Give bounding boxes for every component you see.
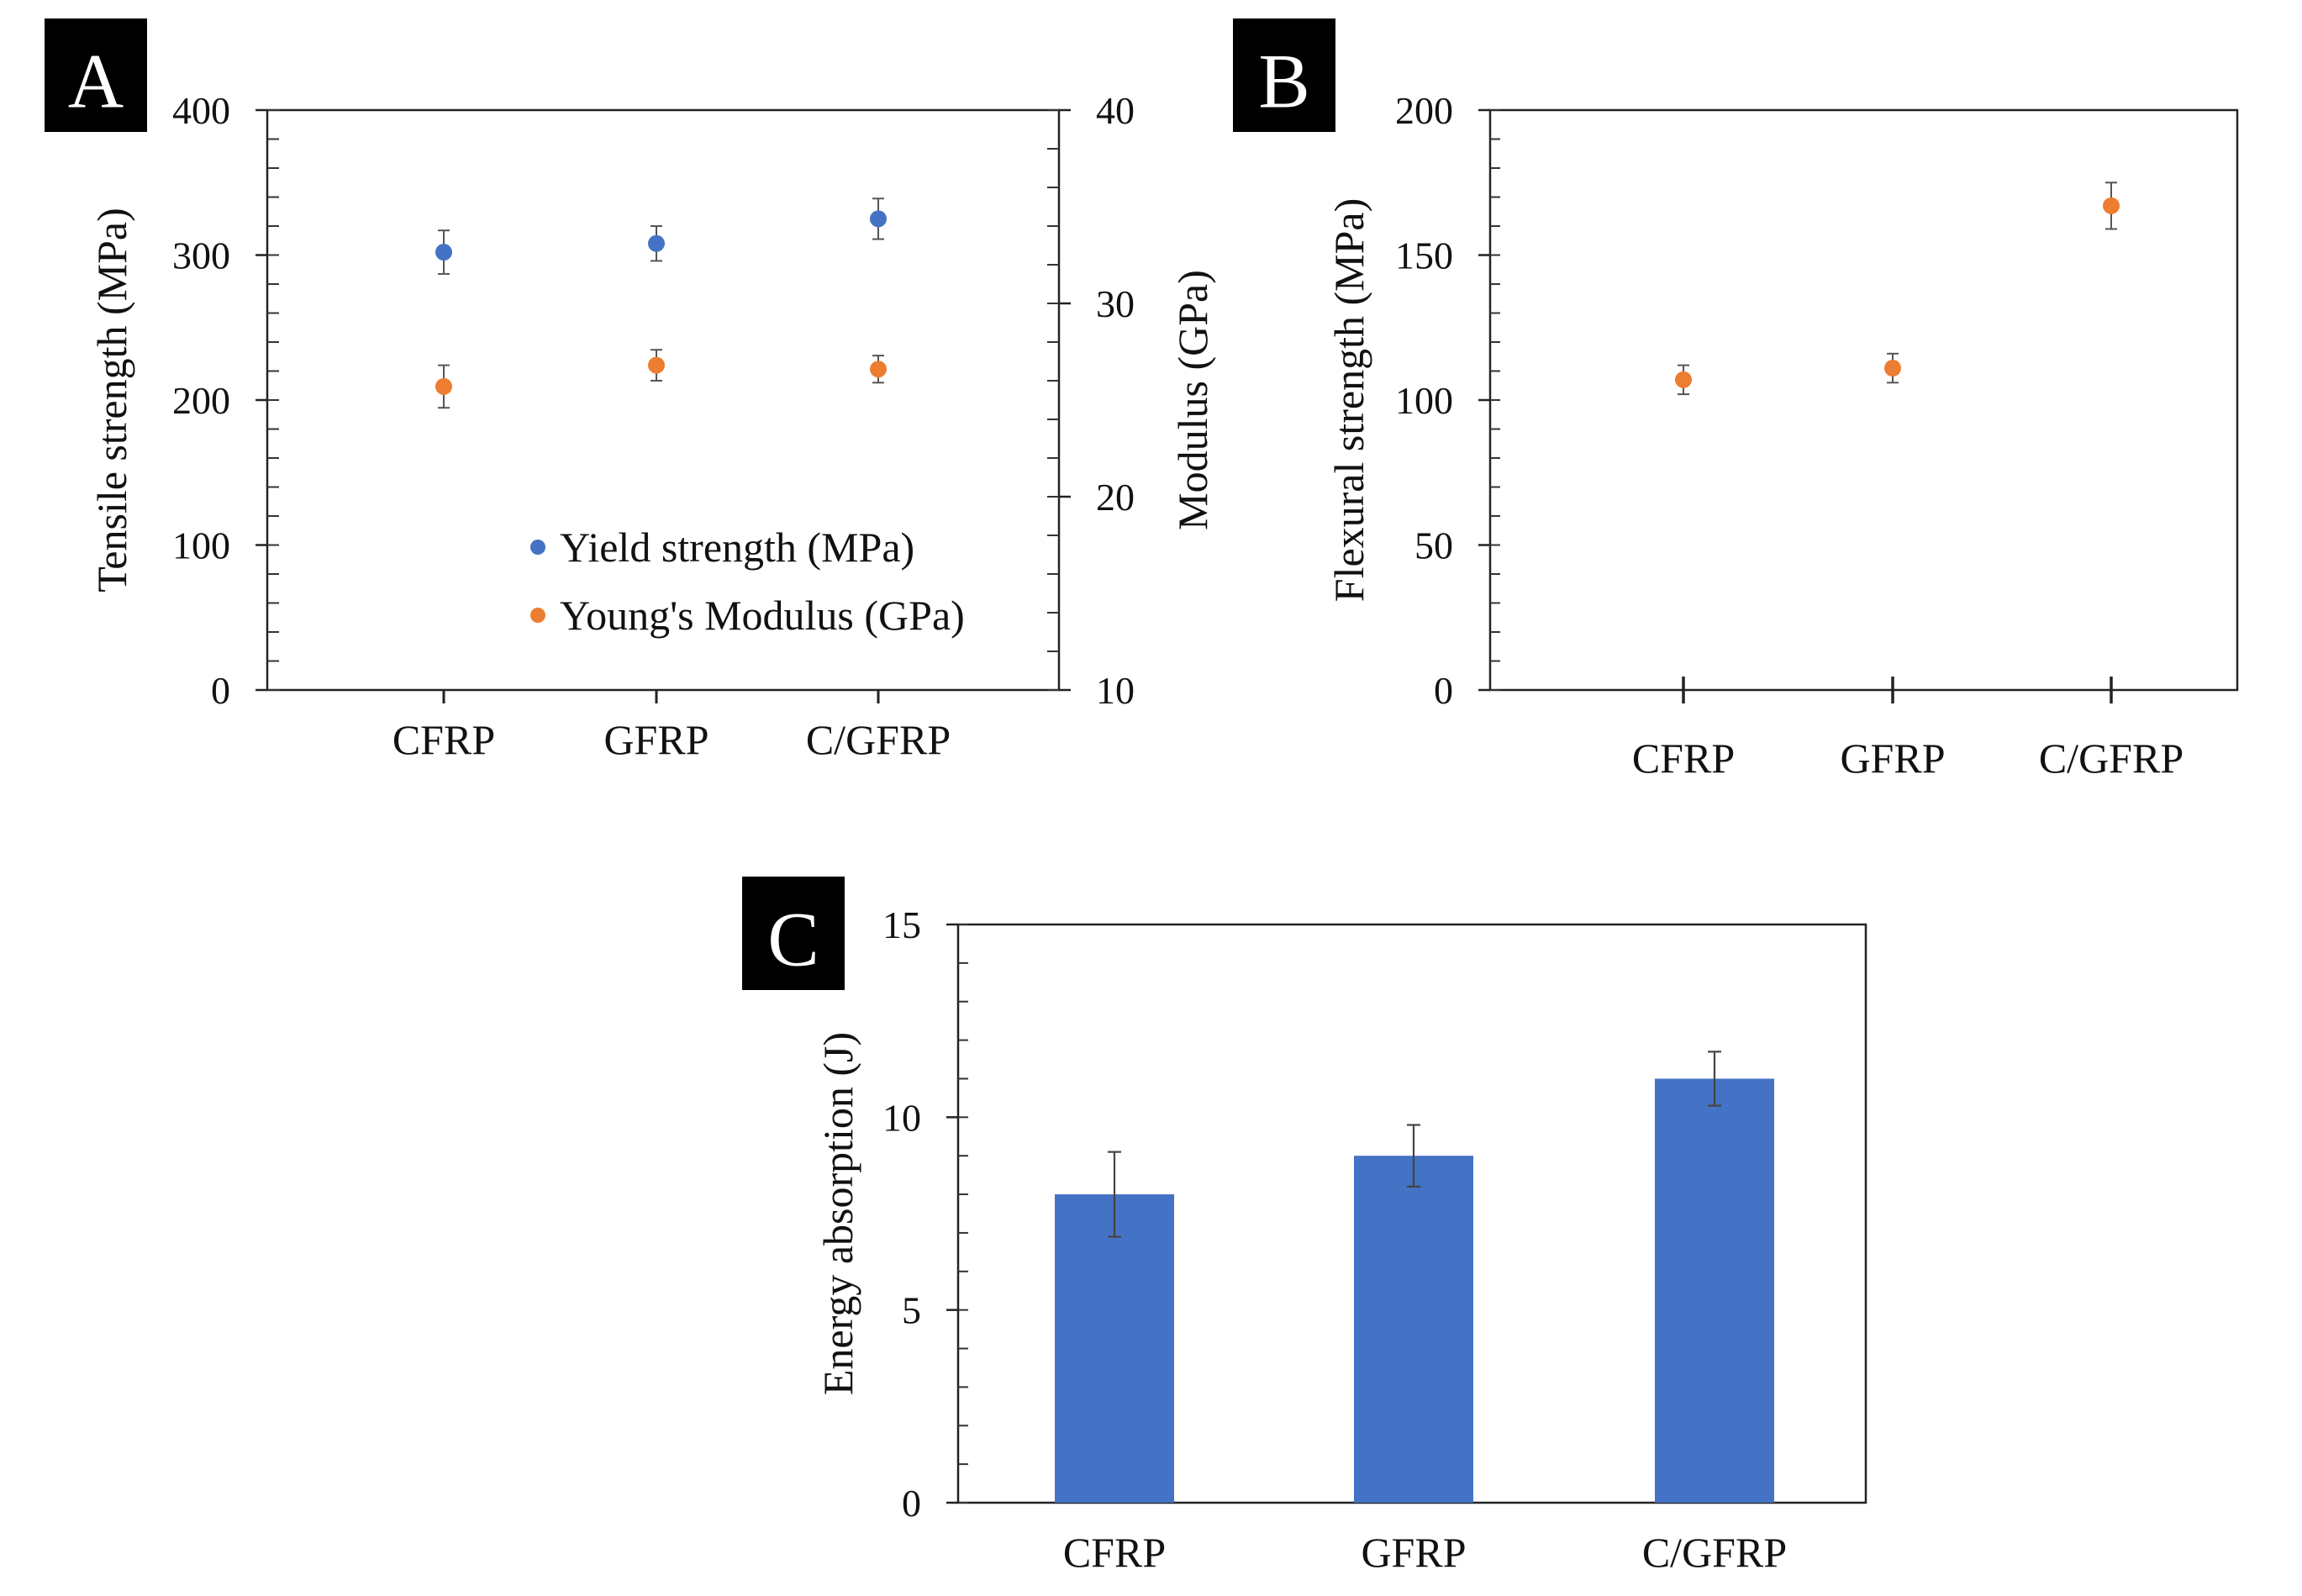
panel-a-data-point <box>435 377 452 395</box>
panel-a-y2-axis-title: Modulus (GPa) <box>1169 270 1216 530</box>
panel-a-data-point <box>648 234 665 252</box>
panel-a-right-tick-label: 10 <box>1096 669 1135 712</box>
panel-a-y2-axis-title-text: Modulus (GPa) <box>1169 270 1216 530</box>
panel-c-x-tick-label: CFRP <box>1063 1529 1166 1576</box>
panel-b-y-axis-title: Flexural strength (MPa) <box>1325 198 1372 602</box>
panel-a-x-tick-label: C/GFRP <box>806 716 951 763</box>
panel-a-data-point <box>870 210 887 228</box>
panel-b-data-point <box>2103 197 2120 214</box>
panel-c-badge-text: C <box>767 896 819 982</box>
panel-c-left-tick-label: 5 <box>902 1289 921 1332</box>
panel-a-legend-label: Young's Modulus (GPa) <box>560 592 965 639</box>
panel-c-left-tick-label: 15 <box>882 903 921 946</box>
panel-a-legend-marker <box>530 540 545 555</box>
panel-a-left-tick-label: 400 <box>172 89 230 132</box>
panel-b-left-tick-label: 100 <box>1395 379 1453 422</box>
panel-b-left-tick-label: 150 <box>1395 234 1453 277</box>
panel-b-left-tick-label: 0 <box>1434 669 1453 712</box>
panel-b-x-tick-label: GFRP <box>1840 735 1945 782</box>
panel-a-y-axis-title: Tensile strength (MPa) <box>88 208 135 593</box>
panel-a-badge-box <box>45 18 147 132</box>
panel-b-y-axis-title-text: Flexural strength (MPa) <box>1325 198 1372 602</box>
panel-a-left-tick-label: 100 <box>172 524 230 567</box>
panel-a-x-tick-label: CFRP <box>392 716 495 763</box>
panel-a-badge: A <box>45 18 147 132</box>
panel-a-x-tick-label: GFRP <box>603 716 709 763</box>
panel-a-right-tick-label: 30 <box>1096 282 1135 325</box>
panel-c-badge: C <box>742 877 845 990</box>
panel-c-bar <box>1354 1156 1473 1503</box>
panel-b-badge-box <box>1233 18 1335 132</box>
panel-b-data-point <box>1884 360 1901 377</box>
panel-a-y-axis-title-text: Tensile strength (MPa) <box>88 208 135 593</box>
panel-b-left-tick-label: 200 <box>1395 89 1453 132</box>
panel-c-bar <box>1055 1194 1174 1503</box>
panel-c-x-tick-label: GFRP <box>1361 1529 1466 1576</box>
panel-a-badge-text: A <box>68 38 124 124</box>
panel-a-data-point <box>648 356 665 374</box>
panel-c-left-tick-label: 0 <box>902 1482 921 1525</box>
panel-a-legend-marker <box>530 608 545 623</box>
panel-c: 0 5 10 15 Energy absorption (J) CFRP GFRP C/GFR… <box>814 903 1867 1576</box>
panel-a-left-tick-label: 0 <box>211 669 230 712</box>
panel-b-x-tick-label: C/GFRP <box>2039 735 2183 782</box>
panel-a-right-tick-label: 40 <box>1096 89 1135 132</box>
panel-c-badge-box <box>742 877 845 990</box>
panel-b-x-tick-label: CFRP <box>1632 735 1735 782</box>
panel-c-bar <box>1655 1078 1774 1503</box>
panel-a-left-tick-label: 300 <box>172 234 230 277</box>
panel-b: 0 50 100 150 200 CFRP GFRP C/GFRP Flexural stren… <box>1325 89 2239 782</box>
panel-a-data-point <box>435 244 452 261</box>
panel-a-legend-label: Yield strength (MPa) <box>560 524 914 571</box>
panel-c-left-tick-label: 10 <box>882 1096 921 1139</box>
panel-b-badge: B <box>1233 18 1335 132</box>
panel-b-data-point <box>1675 371 1692 388</box>
panel-c-y-axis-title-text: Energy absorption (J) <box>814 1032 861 1395</box>
panel-a-data-point <box>870 361 887 378</box>
panel-c-x-tick-label: C/GFRP <box>1642 1529 1787 1576</box>
panel-a-right-tick-label: 20 <box>1096 476 1135 519</box>
panel-a: 0 100 200 300 400 10 20 30 40 CFRP GFRP C/GFRP Tensi… <box>88 89 1216 763</box>
panel-a-left-tick-label: 200 <box>172 379 230 422</box>
panel-c-y-axis-title: Energy absorption (J) <box>814 1032 861 1395</box>
panel-b-badge-text: B <box>1258 38 1309 124</box>
panel-b-left-tick-label: 50 <box>1414 524 1453 567</box>
panel-b-plot-frame <box>1488 108 2239 692</box>
